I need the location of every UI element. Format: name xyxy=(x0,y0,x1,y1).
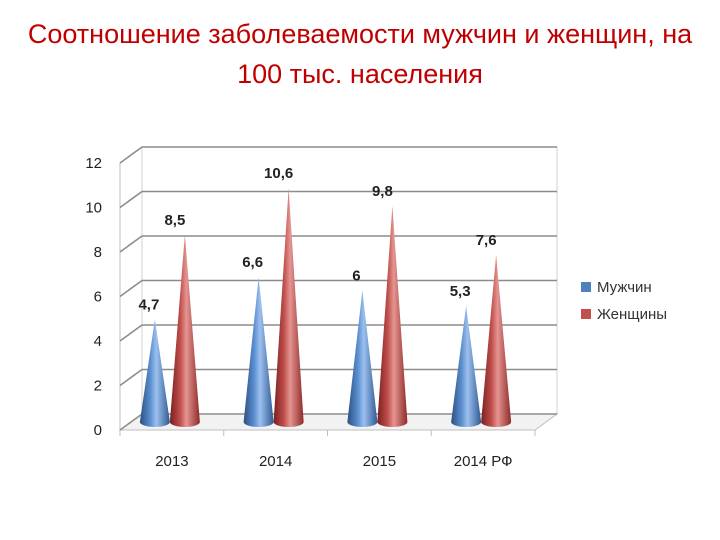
data-label: 7,6 xyxy=(476,232,497,249)
cone-men xyxy=(347,290,378,427)
cone-body xyxy=(169,234,200,427)
x-axis-categories: 2013 2014 2015 2014 РФ xyxy=(119,430,536,470)
data-label: 6,6 xyxy=(242,254,263,271)
data-label: 8,5 xyxy=(164,212,185,229)
y-tick-label: 12 xyxy=(85,155,102,172)
cone-body xyxy=(243,277,274,427)
y-axis-ticks: 0 2 4 6 8 10 12 xyxy=(85,155,102,439)
cone-body xyxy=(451,306,482,427)
cone-women xyxy=(273,188,304,427)
category-label: 2015 xyxy=(363,453,396,470)
y-tick-label: 4 xyxy=(94,333,102,350)
y-tick-label: 6 xyxy=(94,289,102,306)
y-tick-label: 8 xyxy=(94,244,102,261)
y-tick-label: 10 xyxy=(85,200,102,217)
gridline xyxy=(119,368,557,387)
cone-body xyxy=(481,254,512,427)
cone-body xyxy=(377,205,408,427)
legend-label: Мужчин xyxy=(597,279,652,296)
gridline xyxy=(119,279,557,298)
y-tick-label: 0 xyxy=(94,422,102,439)
cone-body xyxy=(273,188,304,427)
data-label: 4,7 xyxy=(138,296,159,313)
cone-women xyxy=(169,234,200,427)
category-label: 2014 РФ xyxy=(454,453,513,470)
gridline xyxy=(119,190,557,209)
cone-men xyxy=(139,319,170,427)
gridline xyxy=(119,146,557,164)
y-tick-label: 2 xyxy=(94,378,102,395)
data-label: 6 xyxy=(352,268,360,285)
cone-men xyxy=(451,306,482,427)
data-label: 9,8 xyxy=(372,183,393,200)
cone-body xyxy=(139,319,170,427)
legend-swatch xyxy=(581,282,591,292)
category-label: 2013 xyxy=(155,453,188,470)
data-label: 10,6 xyxy=(264,165,293,182)
cone-women xyxy=(377,205,408,427)
legend-swatch xyxy=(581,309,591,319)
cone-women xyxy=(481,254,512,427)
legend: Мужчин Женщины xyxy=(581,279,667,323)
category-label: 2014 xyxy=(259,453,292,470)
cone-men xyxy=(243,277,274,427)
gridline xyxy=(119,324,557,342)
data-label: 5,3 xyxy=(450,283,471,300)
gridline xyxy=(119,235,557,253)
data-labels: 4,7 6,6 6 5,3 8,5 10,6 9,8 7,6 xyxy=(138,165,496,313)
cone-series xyxy=(139,188,512,427)
legend-label: Женщины xyxy=(597,306,667,323)
cone-body xyxy=(347,290,378,427)
chart-title: Соотношение заболеваемости мужчин и женщ… xyxy=(27,19,693,89)
